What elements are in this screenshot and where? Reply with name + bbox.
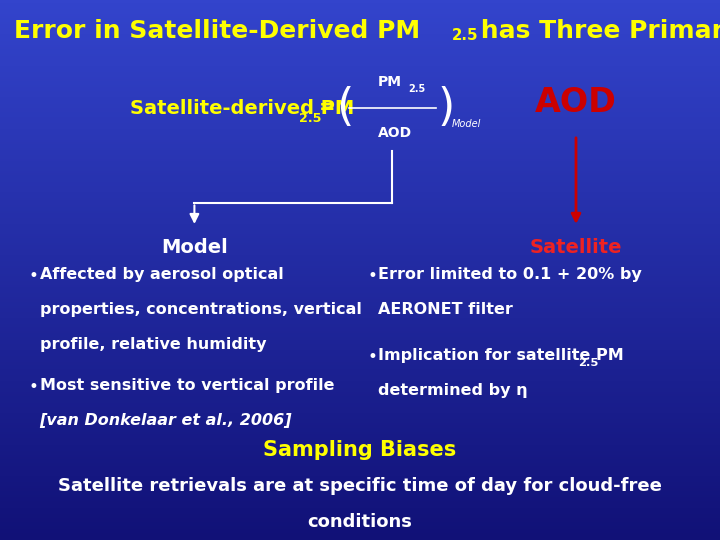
Text: AOD: AOD [535, 86, 617, 119]
Text: Model: Model [451, 119, 481, 129]
Text: AERONET filter: AERONET filter [378, 302, 513, 318]
Text: PM: PM [378, 75, 402, 89]
Text: profile, relative humidity: profile, relative humidity [40, 338, 266, 353]
Text: (: ( [336, 86, 354, 130]
Text: determined by η: determined by η [378, 383, 528, 399]
Text: Model: Model [161, 238, 228, 256]
Text: ): ) [437, 86, 454, 130]
Text: Sampling Biases: Sampling Biases [264, 440, 456, 460]
Text: 2.5: 2.5 [408, 84, 426, 94]
Text: •: • [367, 348, 377, 366]
Text: •: • [29, 267, 39, 285]
Text: Satellite: Satellite [530, 238, 622, 256]
Text: Error limited to 0.1 + 20% by: Error limited to 0.1 + 20% by [378, 267, 642, 282]
Text: Satellite-derived PM: Satellite-derived PM [130, 98, 354, 118]
Text: Error in Satellite-Derived PM: Error in Satellite-Derived PM [14, 19, 420, 43]
Text: Satellite retrievals are at specific time of day for cloud-free: Satellite retrievals are at specific tim… [58, 477, 662, 495]
Text: has Three Primary Sources: has Three Primary Sources [472, 19, 720, 43]
Text: •: • [367, 267, 377, 285]
Text: Most sensitive to vertical profile: Most sensitive to vertical profile [40, 378, 334, 393]
Text: Affected by aerosol optical: Affected by aerosol optical [40, 267, 284, 282]
Text: Implication for satellite PM: Implication for satellite PM [378, 348, 624, 363]
Text: •: • [29, 378, 39, 396]
Text: [van Donkelaar et al., 2006]: [van Donkelaar et al., 2006] [40, 413, 292, 428]
Text: properties, concentrations, vertical: properties, concentrations, vertical [40, 302, 361, 318]
Text: 2.5: 2.5 [452, 28, 479, 43]
Text: =: = [319, 98, 336, 118]
Text: AOD: AOD [378, 126, 412, 140]
Text: 2.5: 2.5 [299, 112, 321, 125]
Text: 2.5: 2.5 [578, 358, 598, 368]
Text: conditions: conditions [307, 513, 413, 531]
